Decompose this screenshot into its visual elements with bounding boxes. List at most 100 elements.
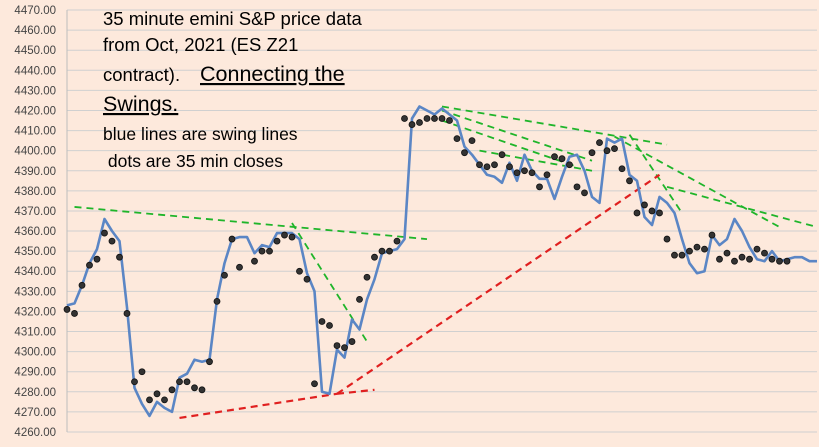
close-dot bbox=[753, 245, 761, 253]
close-dot bbox=[408, 121, 416, 128]
annotation-line-3: contract). bbox=[103, 64, 180, 85]
close-dot bbox=[513, 169, 521, 177]
close-dot bbox=[356, 295, 363, 303]
close-dot bbox=[101, 229, 108, 237]
close-dot bbox=[348, 338, 356, 345]
close-dot bbox=[168, 386, 176, 394]
y-axis-tick-labels: 4260.00 4270.00 4280.00 4290.00 4300.00 4310.… bbox=[14, 5, 56, 439]
green-trend-line bbox=[666, 185, 818, 228]
annotation-swings: Swings. bbox=[103, 92, 178, 116]
close-dot bbox=[93, 255, 101, 263]
close-dot bbox=[183, 378, 191, 386]
y-tick-label: 4400.00 bbox=[14, 146, 56, 158]
close-dot bbox=[431, 115, 438, 122]
close-dot bbox=[648, 207, 656, 215]
close-dot bbox=[146, 396, 153, 404]
close-dot bbox=[116, 253, 123, 261]
y-tick-label: 4430.00 bbox=[14, 85, 56, 97]
close-dot bbox=[558, 155, 566, 163]
close-dot bbox=[603, 147, 611, 155]
close-dots bbox=[63, 115, 791, 404]
y-tick-label: 4340.00 bbox=[14, 266, 56, 278]
close-dot bbox=[641, 201, 648, 209]
close-dot bbox=[776, 257, 783, 265]
close-dot bbox=[731, 257, 738, 265]
close-dot bbox=[318, 318, 326, 325]
trend-lines bbox=[74, 105, 818, 420]
y-tick-label: 4410.00 bbox=[14, 126, 56, 138]
close-dot bbox=[266, 247, 273, 255]
y-tick-label: 4270.00 bbox=[14, 407, 56, 419]
close-dot bbox=[446, 117, 453, 124]
close-dot bbox=[401, 115, 408, 122]
close-dot bbox=[746, 255, 753, 263]
close-dot bbox=[468, 137, 476, 145]
close-dot bbox=[491, 161, 498, 169]
close-dot bbox=[678, 251, 686, 259]
y-tick-label: 4450.00 bbox=[14, 45, 56, 57]
close-dot bbox=[761, 249, 768, 257]
close-dot bbox=[108, 237, 116, 245]
close-dot bbox=[693, 243, 701, 251]
y-tick-label: 4390.00 bbox=[14, 166, 56, 178]
annotation-block: 35 minute emini S&P price data from Oct,… bbox=[103, 8, 363, 171]
green-trend-line bbox=[628, 134, 683, 214]
close-dot bbox=[161, 396, 168, 404]
y-tick-label: 4420.00 bbox=[14, 105, 56, 117]
red-trend-line bbox=[336, 173, 661, 395]
close-dot bbox=[521, 167, 528, 175]
gridlines bbox=[66, 9, 817, 433]
red-trend-line bbox=[179, 392, 338, 420]
close-dot bbox=[596, 139, 603, 147]
close-dot bbox=[633, 209, 641, 217]
close-dot bbox=[461, 149, 468, 157]
close-dot bbox=[303, 275, 311, 283]
y-tick-label: 4470.00 bbox=[14, 5, 56, 17]
close-dot bbox=[768, 255, 776, 263]
close-dot bbox=[311, 380, 318, 388]
close-dot bbox=[371, 253, 378, 261]
close-dot bbox=[483, 163, 491, 171]
y-tick-label: 4310.00 bbox=[14, 327, 56, 339]
annotation-dots: dots are 35 min closes bbox=[103, 151, 283, 171]
close-dot bbox=[393, 237, 401, 245]
close-dot bbox=[573, 183, 581, 191]
close-dot bbox=[251, 257, 258, 265]
close-dot bbox=[498, 151, 506, 159]
y-tick-label: 4370.00 bbox=[14, 206, 56, 218]
close-dot bbox=[228, 235, 236, 243]
close-dot bbox=[626, 177, 633, 185]
close-dot bbox=[363, 273, 371, 281]
close-dot bbox=[476, 161, 483, 169]
y-tick-label: 4330.00 bbox=[14, 286, 56, 298]
annotation-swing-lines: blue lines are swing lines bbox=[103, 124, 298, 144]
close-dot bbox=[326, 322, 333, 329]
close-dot bbox=[738, 253, 746, 261]
close-dot bbox=[528, 169, 536, 177]
y-tick-label: 4440.00 bbox=[14, 65, 56, 77]
close-dot bbox=[213, 297, 221, 305]
close-dot bbox=[131, 378, 138, 386]
close-dot bbox=[588, 149, 596, 157]
swing-line bbox=[66, 105, 817, 418]
green-trend-line bbox=[441, 105, 668, 146]
close-dot bbox=[63, 306, 71, 313]
close-dot bbox=[86, 261, 93, 269]
y-tick-label: 4320.00 bbox=[14, 306, 56, 318]
close-dot bbox=[716, 255, 723, 263]
red-trend-line bbox=[336, 388, 375, 395]
close-dot bbox=[273, 237, 281, 245]
annotation-connecting: Connecting the bbox=[200, 62, 345, 86]
close-dot bbox=[671, 251, 678, 259]
close-dot bbox=[296, 267, 303, 275]
close-dot bbox=[723, 249, 731, 257]
close-dot bbox=[123, 310, 131, 317]
close-dot bbox=[783, 257, 791, 265]
close-dot bbox=[333, 342, 341, 349]
close-dot bbox=[611, 145, 618, 153]
close-dot bbox=[423, 115, 431, 122]
close-dot bbox=[236, 263, 243, 271]
green-trend-line bbox=[74, 206, 428, 240]
y-tick-label: 4290.00 bbox=[14, 367, 56, 379]
